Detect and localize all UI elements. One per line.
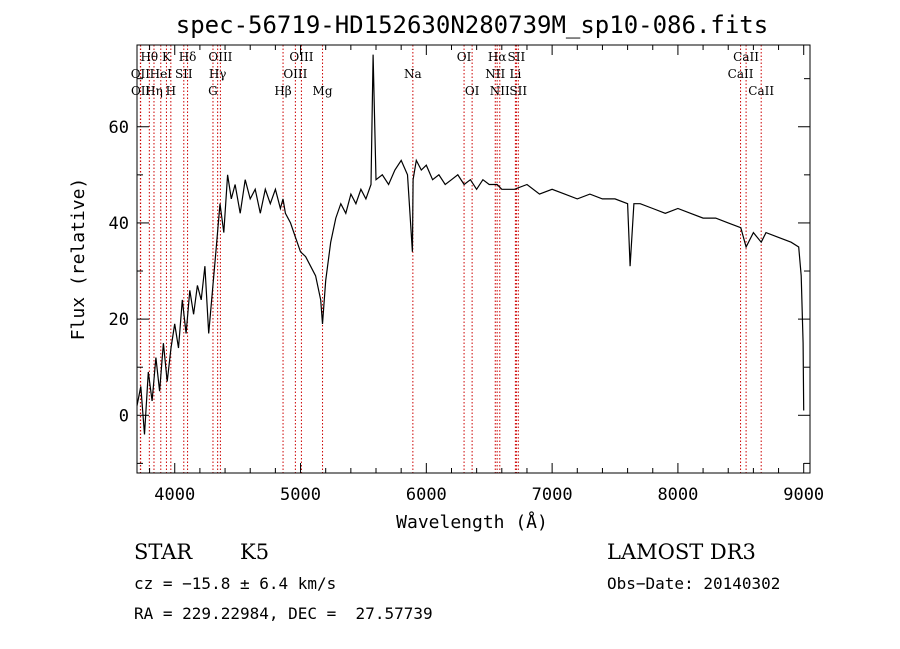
emission-line-markers xyxy=(139,45,762,473)
y-axis-label: Flux (relative) xyxy=(68,178,89,341)
emission-line-label: SII xyxy=(508,50,526,64)
plot-frame xyxy=(136,44,811,474)
survey-name: LAMOST DR3 xyxy=(607,540,756,564)
x-axis-label: Wavelength (Å) xyxy=(396,511,548,533)
y-tick-label: 0 xyxy=(119,406,129,426)
axis-ticks: 4000 5000 6000 7000 8000 9000 0 20 40 60 xyxy=(109,45,824,505)
emission-line-label: Hγ xyxy=(209,67,227,81)
x-tick-label: 6000 xyxy=(406,485,447,505)
emission-line-label: OI xyxy=(465,84,480,98)
x-tick-label: 7000 xyxy=(532,485,573,505)
emission-line-label: SII xyxy=(175,67,193,81)
velocity-text: cz = −15.8 ± 6.4 km/s xyxy=(134,574,337,593)
emission-line-label: OI xyxy=(457,50,472,64)
chart-title: spec-56719-HD152630N280739M_sp10-086.fit… xyxy=(176,11,768,39)
emission-line-label: G xyxy=(208,84,218,98)
emission-line-label: OIII xyxy=(289,50,313,64)
emission-line-label: CaII xyxy=(748,84,774,98)
emission-line-label: CaII xyxy=(733,50,759,64)
emission-line-label: OII xyxy=(131,84,151,98)
emission-line-label: Hβ xyxy=(274,84,291,98)
emission-line-label: Hδ xyxy=(179,50,197,64)
coordinates-text: RA = 229.22984, DEC = 27.57739 xyxy=(134,604,433,623)
emission-line-label: Hη xyxy=(145,84,163,98)
emission-line-label: NII xyxy=(485,67,505,81)
emission-line-label: Hθ xyxy=(140,50,158,64)
emission-line-label: Na xyxy=(404,67,422,81)
spectrum-series-line xyxy=(136,54,805,435)
spectral-subclass: K5 xyxy=(240,540,270,564)
emission-line-label: K xyxy=(162,50,172,64)
emission-line-label: Mg xyxy=(313,84,333,98)
emission-line-label: CaII xyxy=(728,67,754,81)
emission-line-label: NII xyxy=(490,84,510,98)
emission-line-label: OIII xyxy=(283,67,307,81)
object-class: STAR xyxy=(134,540,193,564)
y-tick-label: 60 xyxy=(109,118,129,138)
x-tick-label: 5000 xyxy=(280,485,321,505)
emission-line-label: SII xyxy=(509,84,527,98)
obs-date-text: Obs−Date: 20140302 xyxy=(607,574,781,593)
emission-line-label: H xyxy=(166,84,176,98)
x-tick-label: 4000 xyxy=(154,485,195,505)
emission-line-label: Li xyxy=(509,67,521,81)
x-tick-label: 8000 xyxy=(657,485,698,505)
x-tick-label: 9000 xyxy=(783,485,824,505)
emission-line-label: OII xyxy=(131,67,151,81)
emission-line-label: Hα xyxy=(488,50,507,64)
y-tick-label: 40 xyxy=(109,214,129,234)
emission-line-label: HeI xyxy=(150,67,173,81)
emission-line-label: OIII xyxy=(208,50,232,64)
y-tick-label: 20 xyxy=(109,310,129,330)
